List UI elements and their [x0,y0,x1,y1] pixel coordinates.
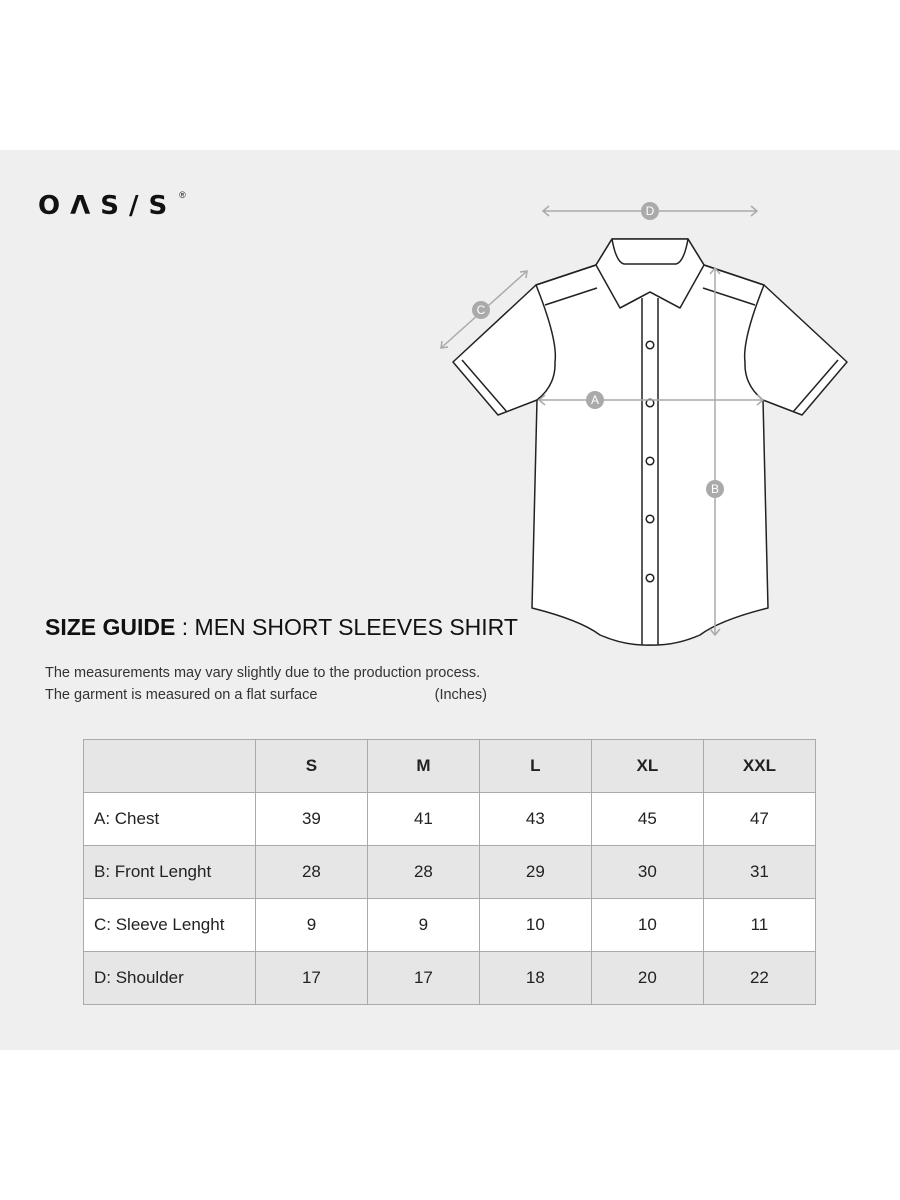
registered-mark: ® [179,190,186,200]
table-cell: 30 [590,845,704,899]
header-cell: M [366,739,480,793]
table-cell: 39 [254,792,368,846]
header-cell: XXL [702,739,817,793]
note-row: The garment is measured on a flat surfac… [45,687,487,703]
brand: OΛS/S ® [38,190,186,222]
table-cell: 28 [366,845,480,899]
table-row: C: Sleeve Lenght 9 9 10 10 11 [83,898,817,952]
label-d: D [646,204,655,218]
table-row: D: Shoulder 17 17 18 20 22 [83,951,817,1005]
table-cell: 17 [254,951,368,1005]
title-bold: SIZE GUIDE [45,614,176,640]
header-cell: XL [590,739,704,793]
table-row: A: Chest 39 41 43 45 47 [83,792,817,846]
table-cell: 17 [366,951,480,1005]
table-cell: 9 [254,898,368,952]
row-label: D: Shoulder [83,951,256,1005]
label-c: C [477,303,486,317]
table-cell: 10 [478,898,592,952]
table-cell: 10 [590,898,704,952]
row-label: A: Chest [83,792,256,846]
table-cell: 22 [702,951,817,1005]
table-row: B: Front Lenght 28 28 29 30 31 [83,845,817,899]
table-cell: 9 [366,898,480,952]
units-label: (Inches) [434,687,487,703]
label-a: A [591,393,599,407]
note-flat-surface: The garment is measured on a flat surfac… [45,687,318,703]
header-cell [83,739,256,793]
title-rest: : MEN SHORT SLEEVES SHIRT [175,614,518,640]
shirt-body [452,238,848,646]
table-cell: 31 [702,845,817,899]
table-cell: 29 [478,845,592,899]
header-cell: L [478,739,592,793]
table-cell: 47 [702,792,817,846]
note-production: The measurements may vary slightly due t… [45,665,481,681]
brand-logo: OΛS/S [38,191,178,221]
label-b: B [711,482,719,496]
header-cell: S [254,739,368,793]
table-header-row: S M L XL XXL [83,739,817,793]
table-cell: 18 [478,951,592,1005]
table-cell: 28 [254,845,368,899]
table-cell: 43 [478,792,592,846]
row-label: C: Sleeve Lenght [83,898,256,952]
size-table: S M L XL XXL A: Chest 39 41 43 45 47 B: … [83,739,817,1005]
row-label: B: Front Lenght [83,845,256,899]
table-cell: 20 [590,951,704,1005]
page-title: SIZE GUIDE : MEN SHORT SLEEVES SHIRT [45,614,518,641]
table-cell: 41 [366,792,480,846]
table-cell: 45 [590,792,704,846]
table-cell: 11 [702,898,817,952]
